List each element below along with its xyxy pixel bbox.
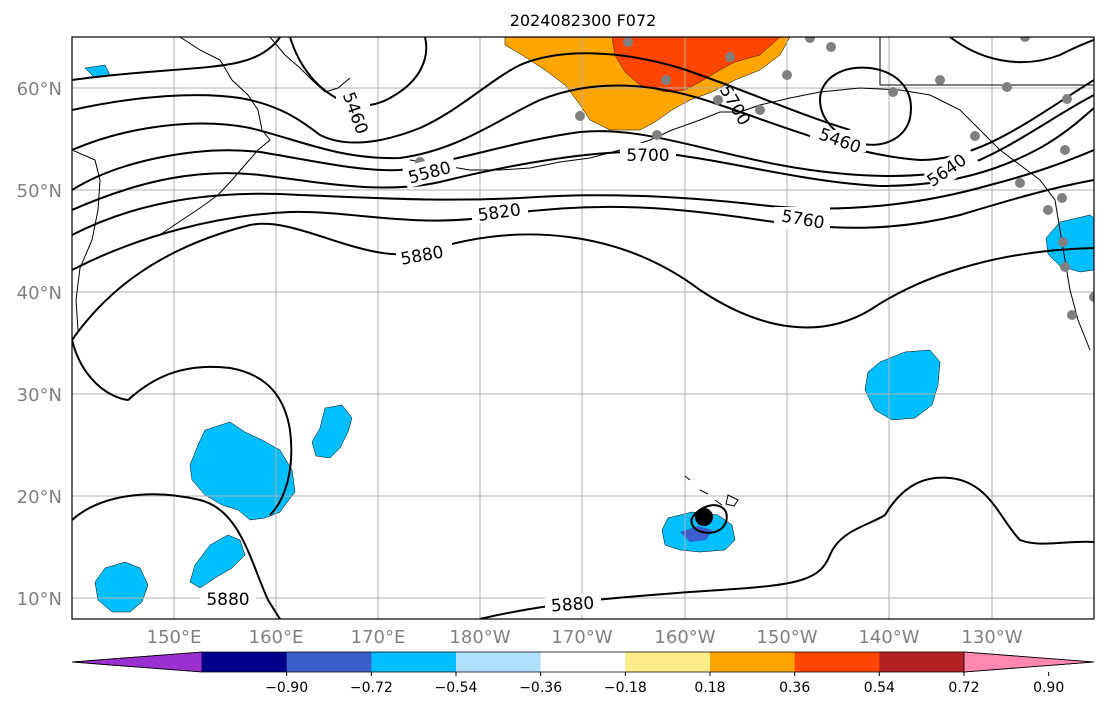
colorbar-segment	[625, 652, 711, 672]
negative-anomaly-west-pacific-3	[189, 534, 246, 589]
lat-label: 40°N	[17, 283, 62, 304]
contour-5880-loop-west	[72, 339, 293, 516]
map-panel: 5460 5580 5700 5820 5880 5460 5760 5640 …	[71, 36, 1095, 620]
lon-label: 150°E	[147, 627, 202, 648]
longitude-labels: 150°E 160°E 170°E 180°W 170°W 160°W 150°…	[147, 627, 1023, 648]
station-marker	[623, 37, 633, 47]
colorbar-tick-label: −0.18	[604, 680, 647, 696]
contour-label: 5700	[626, 146, 669, 166]
station-marker	[1060, 145, 1070, 155]
station-marker	[1060, 262, 1070, 272]
station-markers	[415, 37, 1094, 320]
contour-5460-west	[72, 37, 281, 81]
lon-label: 130°W	[961, 627, 1022, 648]
station-marker	[1057, 193, 1067, 203]
colorbar-tick-label: 0.90	[1033, 680, 1064, 696]
colorbar-segment	[540, 652, 626, 672]
lat-label: 10°N	[17, 589, 62, 610]
negative-anomaly-west-pacific-4	[94, 561, 149, 613]
station-marker	[1043, 205, 1053, 215]
colorbar-tick-label: −0.90	[265, 680, 308, 696]
lon-label: 160°E	[249, 627, 304, 648]
station-marker	[805, 37, 815, 43]
lon-label: 170°W	[551, 627, 612, 648]
kuril-chain	[157, 194, 219, 237]
kamchatka-coast	[179, 37, 271, 196]
colorbar-tick-label: −0.54	[435, 680, 478, 696]
positive-anomaly-red	[611, 37, 781, 93]
map-title: 2024082300 F072	[510, 11, 657, 30]
station-marker	[1089, 292, 1094, 302]
negative-anomaly-hawaii-core	[680, 526, 712, 542]
lon-label: 140°W	[858, 627, 919, 648]
contour-5580	[72, 79, 1094, 162]
station-marker	[1058, 237, 1068, 247]
contour-labels: 5460 5580 5700 5820 5880 5460 5760 5640 …	[200, 82, 980, 617]
station-marker	[1015, 178, 1025, 188]
cyclone-contour	[690, 504, 728, 534]
station-marker	[782, 70, 792, 80]
colorbar: −0.90 −0.72 −0.54 −0.36 −0.18 0.18 0.36 0.54 0.7…	[71, 651, 1095, 696]
station-marker	[1020, 37, 1030, 42]
colorbar-segment	[710, 652, 796, 672]
contour-label: 5880	[206, 590, 249, 610]
cyclone-marker	[695, 508, 713, 526]
lat-label: 60°N	[17, 79, 62, 100]
colorbar-extend-min	[71, 651, 203, 673]
colorbar-segment	[202, 652, 288, 672]
map-background	[72, 37, 1094, 619]
lon-label: 170°E	[351, 627, 406, 648]
lon-label: 180°W	[449, 627, 510, 648]
contour-5880-south	[479, 476, 1094, 619]
lat-label: 20°N	[17, 487, 62, 508]
lon-label: 150°W	[756, 627, 817, 648]
lat-label: 50°N	[17, 181, 62, 202]
station-marker	[713, 95, 723, 105]
station-marker	[1062, 94, 1072, 104]
station-marker	[826, 42, 836, 52]
station-marker	[575, 111, 585, 121]
negative-anomaly-west-pacific-2	[311, 404, 353, 459]
contour-5820	[72, 179, 1094, 271]
station-marker	[725, 52, 735, 62]
negative-anomaly-mid-pacific	[864, 349, 941, 421]
contour-5760	[72, 149, 1094, 236]
colorbar-extend-max	[963, 651, 1095, 673]
colorbar-segment	[371, 652, 457, 672]
station-marker	[1067, 310, 1077, 320]
lon-label: 160°W	[654, 627, 715, 648]
colorbar-tick-label: 0.18	[694, 680, 725, 696]
colorbar-tick-label: 0.36	[779, 680, 810, 696]
station-marker	[661, 75, 671, 85]
hawaii-islands	[684, 475, 739, 507]
colorbar-segment	[286, 652, 372, 672]
station-marker	[1002, 82, 1012, 92]
contour-5520	[72, 52, 851, 144]
station-marker	[970, 131, 980, 141]
canada-border	[879, 37, 1094, 86]
colorbar-tick-label: −0.72	[350, 680, 393, 696]
colorbar-frame	[71, 651, 1095, 673]
colorbar-tick-label: −0.36	[519, 680, 562, 696]
colorbar-tick-label: 0.54	[864, 680, 895, 696]
lat-label: 30°N	[17, 385, 62, 406]
contour-5880-north	[72, 222, 1094, 341]
latitude-labels: 10°N 20°N 30°N 40°N 50°N 60°N	[17, 79, 62, 610]
contour-label: 5880	[550, 594, 595, 617]
colorbar-segment	[456, 652, 542, 672]
colorbar-segment	[879, 652, 965, 672]
contour-5880-south-west	[72, 493, 281, 619]
negative-anomaly-us-coast	[1045, 214, 1094, 273]
colorbar-tick-label: 0.72	[948, 680, 979, 696]
siberia-coast	[269, 37, 351, 93]
contour-5460-ne	[949, 37, 1094, 64]
station-marker	[652, 130, 662, 140]
station-marker	[888, 87, 898, 97]
station-marker	[935, 75, 945, 85]
colorbar-segment	[794, 652, 880, 672]
map-frame	[71, 36, 1095, 620]
station-marker	[755, 105, 765, 115]
